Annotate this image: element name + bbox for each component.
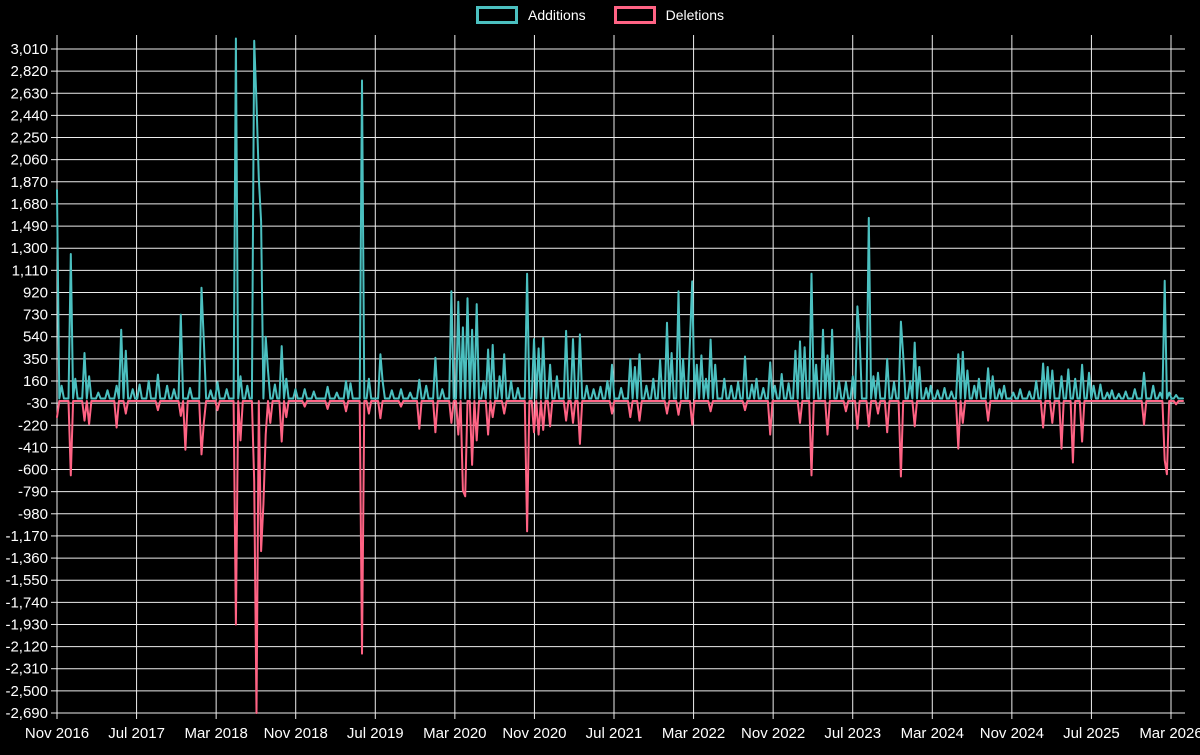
y-tick-label: 3,010: [10, 41, 48, 58]
legend-item-deletions[interactable]: Deletions: [613, 6, 724, 24]
y-tick-label: 730: [23, 307, 48, 324]
x-tick-label: Nov 2018: [264, 725, 328, 742]
y-tick-label: 160: [23, 373, 48, 390]
additions-swatch-icon: [476, 6, 519, 24]
y-tick-label: 350: [23, 351, 48, 368]
legend-label-additions: Additions: [528, 7, 586, 23]
x-tick-label: Jul 2019: [347, 725, 404, 742]
chart-legend: Additions Deletions: [0, 6, 1200, 24]
y-tick-label: 1,490: [10, 218, 48, 235]
x-tick-label: Mar 2020: [423, 725, 486, 742]
y-tick-label: -2,310: [5, 661, 48, 678]
x-tick-label: Nov 2022: [741, 725, 805, 742]
y-tick-label: -220: [18, 417, 48, 434]
y-tick-label: -2,500: [5, 683, 48, 700]
y-tick-label: -1,550: [5, 572, 48, 589]
x-tick-label: Mar 2018: [184, 725, 247, 742]
y-tick-label: -1,360: [5, 550, 48, 567]
legend-item-additions[interactable]: Additions: [476, 6, 586, 24]
y-tick-label: 2,820: [10, 63, 48, 80]
x-tick-label: Nov 2020: [502, 725, 566, 742]
y-tick-label: -790: [18, 484, 48, 501]
y-tick-label: -2,690: [5, 705, 48, 722]
x-tick-label: Jul 2025: [1063, 725, 1120, 742]
y-tick-label: -600: [18, 462, 48, 479]
y-tick-label: -980: [18, 506, 48, 523]
y-tick-label: 920: [23, 284, 48, 301]
y-tick-label: -1,740: [5, 594, 48, 611]
y-tick-label: -1,930: [5, 616, 48, 633]
y-tick-label: 1,870: [10, 174, 48, 191]
x-tick-label: Mar 2024: [901, 725, 964, 742]
y-tick-label: 1,300: [10, 240, 48, 257]
x-tick-label: Mar 2026: [1139, 725, 1200, 742]
y-tick-label: 2,440: [10, 107, 48, 124]
y-tick-label: -2,120: [5, 639, 48, 656]
y-tick-label: 2,060: [10, 152, 48, 169]
legend-label-deletions: Deletions: [665, 7, 724, 23]
y-tick-label: 2,630: [10, 85, 48, 102]
x-tick-label: Mar 2022: [662, 725, 725, 742]
y-tick-label: 2,250: [10, 130, 48, 147]
additions-line: [56, 37, 1184, 400]
deletions-swatch-icon: [613, 6, 656, 24]
y-tick-label: 540: [23, 329, 48, 346]
y-tick-label: -1,170: [5, 528, 48, 545]
y-tick-label: 1,680: [10, 196, 48, 213]
y-tick-label: -30: [26, 395, 48, 412]
deletions-line: [56, 400, 1184, 714]
x-tick-label: Jul 2023: [824, 725, 881, 742]
y-tick-label: -410: [18, 439, 48, 456]
x-tick-label: Nov 2024: [980, 725, 1044, 742]
x-tick-label: Nov 2016: [25, 725, 89, 742]
x-tick-label: Jul 2021: [586, 725, 643, 742]
x-tick-label: Jul 2017: [108, 725, 165, 742]
y-tick-label: 1,110: [12, 262, 48, 279]
